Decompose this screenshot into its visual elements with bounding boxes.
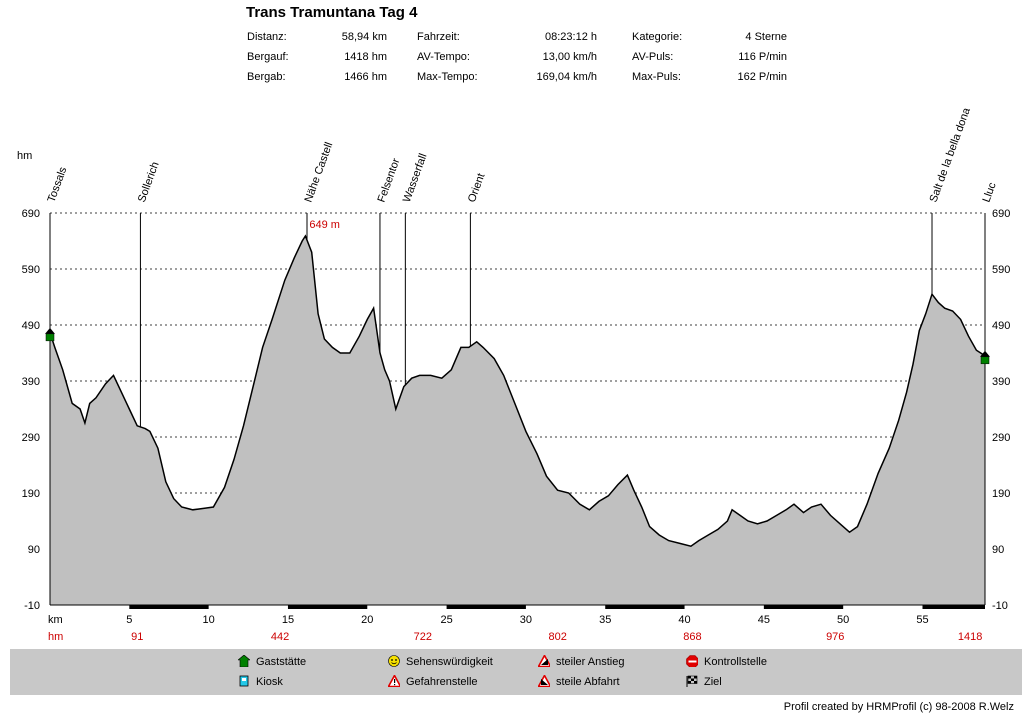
waypoint-label: Tossals [46,165,70,204]
gaststaette-icon [980,356,990,365]
y-tick-label-left: 590 [22,264,40,276]
y-tick-label-left: -10 [24,600,40,612]
stat-label-bergab: Bergab: [247,71,286,83]
x-tick-label: 5 [126,614,132,626]
x-tick-label: 25 [440,614,452,626]
y-tick-label-right: 90 [992,544,1004,556]
kontrollstelle-icon [686,655,698,667]
x-tick-label: 50 [837,614,849,626]
sehenswuerdigkeit-icon [388,655,400,667]
legend-item-steiler-anstieg: steiler Anstieg [538,655,624,668]
x-tick-label: 55 [916,614,928,626]
stat-label-av-puls: AV-Puls: [632,51,674,63]
cumulative-climb-label: 976 [826,631,844,643]
y-tick-label-left: 690 [22,208,40,220]
gaststaette-icon [45,333,55,342]
waypoint-label: Lluc [981,180,999,204]
waypoint-label: Orient [466,172,488,204]
stat-label-fahrzeit: Fahrzeit: [417,31,460,43]
route-markers [45,327,990,365]
credit-text: Profil created by HRMProfil (c) 98-2008 … [783,701,1014,713]
y-tick-label-right: 490 [992,320,1010,332]
stat-label-distanz: Distanz: [247,31,287,43]
max-elevation-label: 649 m [309,219,340,231]
stat-label-bergauf: Bergauf: [247,51,289,63]
stat-label-kategorie: Kategorie: [632,31,683,43]
km-band-segment [605,605,685,609]
y-tick-label-right: 390 [992,376,1010,388]
x-tick-label: 10 [203,614,215,626]
x-tick-label: 30 [520,614,532,626]
km-band-segment [763,605,844,609]
stat-label-max-tempo: Max-Tempo: [417,71,478,83]
x-tick-label: 45 [758,614,770,626]
y-tick-label-right: -10 [992,600,1008,612]
stat-value-fahrzeit: 08:23:12 h [545,31,597,43]
legend-item-steile-abfahrt: steile Abfahrt [538,675,620,688]
stat-value-max-puls: 162 P/min [737,71,787,83]
legend-item-sehenswuerdigkeit: Sehenswürdigkeit [388,655,493,668]
x-tick-label: 35 [599,614,611,626]
y-tick-label-left: 390 [22,376,40,388]
kiosk-icon [239,675,249,687]
legend-item-gaststaette: Gaststätte [238,655,306,668]
y-axis-label: hm [17,150,32,162]
waypoint-label: Felsentor [376,157,403,205]
km-band-segment [446,605,526,609]
y-tick-label-left: 490 [22,320,40,332]
waypoint-label: Salt de la bella dona [928,105,974,204]
stat-label-max-puls: Max-Puls: [632,71,681,83]
stat-value-av-puls: 116 P/min [738,51,787,63]
y-tick-label-left: 290 [22,432,40,444]
x-tick-label: 15 [282,614,294,626]
waypoint-label: Sollerich [136,160,162,204]
y-tick-label-right: 690 [992,208,1010,220]
km-band-segment [129,605,209,609]
x-tick-label: 40 [678,614,690,626]
legend-item-gefahrenstelle: Gefahrenstelle [388,675,478,688]
y-tick-label-right: 290 [992,432,1010,444]
waypoint-label: Nähe Castell [303,141,336,204]
stat-value-av-tempo: 13,00 km/h [542,51,597,63]
legend-panel: Gaststätte Kiosk Sehenswürdigkeit Gefahr… [10,649,1022,695]
km-band-segment [922,605,985,609]
elevation-chart: Tossals Sollerich Nähe Castell FelsentorWas… [17,105,1011,643]
y-tick-label-left: 90 [28,544,40,556]
chart-title: Trans Tramuntana Tag 4 [246,4,418,21]
y-tick-label-right: 190 [992,488,1010,500]
cumulative-climb-label: 91 [131,631,143,643]
gaststaette-icon [238,655,250,667]
route-marker-roof [980,350,990,357]
y-tick-label-left: 190 [22,488,40,500]
route-marker-roof [45,327,55,334]
legend-item-kontrollstelle: Kontrollstelle [686,655,767,668]
x-axis-label: km [48,614,63,626]
elevation-line [49,234,986,548]
stat-label-av-tempo: AV-Tempo: [417,51,470,63]
cumulative-climb-label: 1418 [958,631,982,643]
cumulative-row-label: hm [48,631,63,643]
steiler-anstieg-icon [538,655,550,667]
cumulative-climb-label: 802 [548,631,566,643]
stat-value-kategorie: 4 Sterne [745,31,787,43]
x-tick-label: 20 [361,614,373,626]
waypoint-markers: Tossals Sollerich Nähe Castell FelsentorWas… [46,105,999,427]
elevation-area [50,236,985,605]
stat-value-bergauf: 1418 hm [344,51,387,63]
steile-abfahrt-icon [538,675,550,687]
legend-item-ziel: Ziel [686,675,722,688]
cumulative-climb-label: 722 [414,631,432,643]
y-tick-label-right: 590 [992,264,1010,276]
ziel-icon [686,675,698,687]
cumulative-climb-label: 868 [683,631,701,643]
legend-item-kiosk: Kiosk [238,675,283,688]
km-band-segment [287,605,368,609]
stat-value-max-tempo: 169,04 km/h [536,71,597,83]
axes: -10 -10 90 90 190 190 290 290 390 390 490 490 590 590… [22,208,1011,643]
stat-value-bergab: 1466 hm [344,71,387,83]
cumulative-climb-label: 442 [271,631,289,643]
gefahrenstelle-icon [388,675,400,687]
waypoint-label: Wasserfall [401,152,430,204]
stat-value-distanz: 58,94 km [341,31,387,43]
